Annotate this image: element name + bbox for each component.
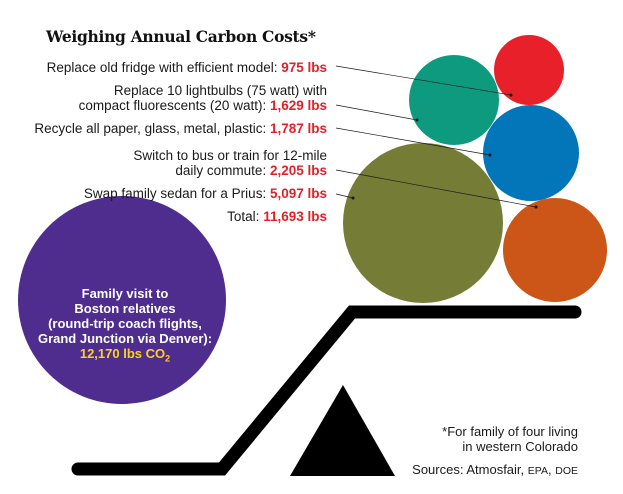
item-value-fridge: 975 lbs: [281, 60, 327, 75]
leader-line-lightbulbs: [335, 104, 418, 121]
leader-line-prius: [335, 193, 354, 199]
fulcrum-triangle: [290, 385, 395, 476]
leader-dot-lightbulbs: [415, 118, 419, 122]
lightbulbs-circle: [409, 55, 499, 145]
seesaw-beam: [71, 305, 582, 476]
recycle-circle: [483, 105, 579, 201]
leader-dot-fridge: [509, 93, 513, 97]
leader-dot-recycle: [488, 153, 492, 157]
leader-line-commute: [335, 169, 537, 208]
prius-circle: [343, 143, 503, 303]
leader-line-fridge: [335, 65, 512, 96]
leader-line-recycle: [335, 127, 491, 156]
item-value-prius: 5,097 lbs: [269, 186, 327, 201]
item-label-recycle: Recycle all paper, glass, metal, plastic…: [34, 121, 327, 136]
flight-value: 12,170 lbs CO2: [79, 346, 171, 364]
flight-text: Family visit to Boston relatives (round-…: [30, 286, 220, 367]
total-label: Total: 11,693 lbs: [227, 209, 327, 224]
item-value-lightbulbs: 1,629 lbs: [269, 98, 327, 113]
chart-title: Weighing Annual Carbon Costs*: [46, 27, 316, 46]
item-label-prius: Swap family sedan for a Prius: 5,097 lbs: [83, 186, 327, 201]
item-label-lightbulbs: Replace 10 lightbulbs (75 watt) with com…: [78, 83, 327, 113]
item-value-recycle: 1,787 lbs: [269, 121, 327, 136]
flight-circle: [18, 196, 226, 404]
item-label-commute: Switch to bus or train for 12-mile daily…: [133, 148, 327, 178]
leader-dot-commute: [534, 205, 538, 209]
fridge-circle: [494, 35, 564, 105]
commute-circle: [503, 198, 607, 302]
total-value: 11,693 lbs: [263, 209, 327, 224]
item-label-fridge: Replace old fridge with efficient model:…: [46, 60, 327, 75]
footnote: *For family of four living in western Co…: [442, 424, 578, 454]
sources: Sources: Atmosfair, EPA, DOE: [412, 462, 578, 477]
leader-dot-prius: [351, 196, 355, 200]
item-value-commute: 2,205 lbs: [269, 163, 327, 178]
